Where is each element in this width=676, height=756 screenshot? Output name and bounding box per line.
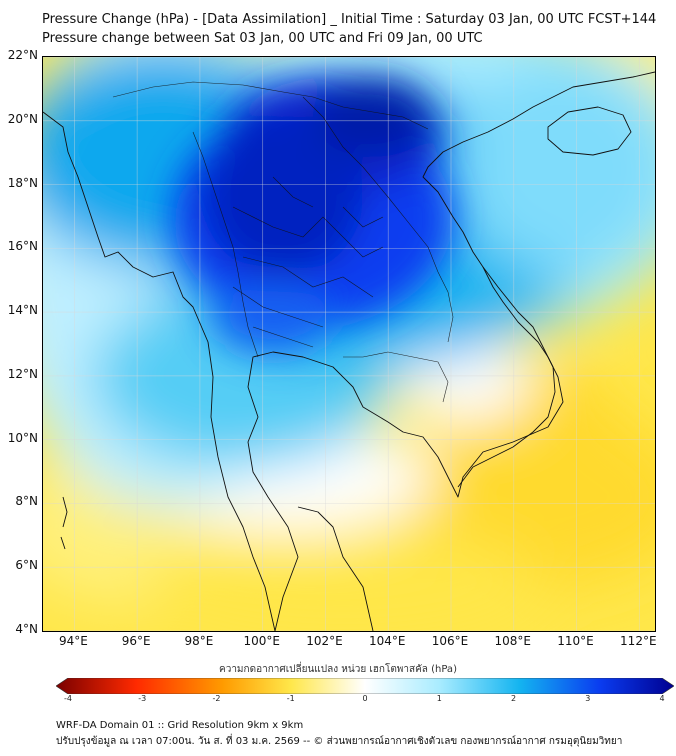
gulf-thailand-coast: [247, 71, 655, 631]
colorbar-tick-label: -2: [212, 694, 221, 703]
andaman-islands: [60, 496, 68, 550]
china-border: [112, 81, 429, 130]
hainan-island: [547, 106, 632, 156]
coastlines: [43, 71, 655, 631]
cambodia-border: [343, 351, 449, 403]
thai-myanmar-border: [192, 131, 259, 358]
myanmar-coast: [43, 111, 276, 631]
lon-label: 106°E: [431, 634, 469, 648]
colorbar-title: ความกดอากาศเปลี่ยนแปลง หน่วย เฮกโตพาสคัล…: [219, 664, 457, 675]
lat-label: 18°N: [7, 175, 38, 190]
colorbar: [56, 678, 674, 694]
lat-label: 20°N: [7, 111, 38, 126]
south-coast: [297, 506, 374, 631]
lat-label: 4°N: [15, 622, 38, 636]
update-credit: ปรับปรุงข้อมูล ณ เวลา 07:00น. วัน ส. ที่…: [56, 736, 623, 747]
lat-label: 8°N: [15, 494, 38, 509]
lon-label: 94°E: [58, 634, 88, 648]
colorbar-tick-label: 4: [659, 694, 665, 703]
lat-label: 14°N: [7, 303, 38, 318]
lon-label: 108°E: [494, 634, 532, 648]
chart-subtitle: Pressure change between Sat 03 Jan, 00 U…: [42, 31, 483, 46]
colorbar-tick-label: -4: [64, 694, 72, 703]
lat-label: 16°N: [7, 239, 38, 254]
colorbar-tick-label: 3: [585, 694, 591, 703]
laos-border: [302, 96, 454, 343]
lon-label: 112°E: [620, 634, 657, 648]
colorbar-tick-label: -1: [286, 694, 295, 703]
lon-label: 110°E: [557, 634, 594, 648]
vietnam-coast: [457, 266, 556, 488]
lon-label: 100°E: [243, 634, 280, 648]
colorbar-tick-label: -3: [138, 694, 147, 703]
lon-label: 102°E: [306, 634, 343, 648]
lat-label: 6°N: [15, 558, 38, 573]
colorbar-tick-label: 2: [510, 694, 517, 703]
model-info: WRF-DA Domain 01 :: Grid Resolution 9km …: [56, 720, 304, 731]
lat-label: 12°N: [7, 366, 38, 381]
colorbar-bar: [56, 678, 674, 694]
lon-label: 96°E: [121, 634, 151, 648]
graticule: [43, 57, 655, 631]
lat-label: 10°N: [7, 430, 38, 445]
lon-label: 98°E: [184, 634, 214, 648]
lat-label: 22°N: [7, 48, 38, 62]
chart-title: Pressure Change (hPa) - [Data Assimilati…: [42, 12, 657, 27]
colorbar-tick-label: 0: [362, 694, 368, 703]
pressure-field-core: [173, 77, 453, 352]
borders: [112, 81, 454, 403]
lon-label: 104°E: [368, 634, 406, 648]
map-canvas: [43, 57, 655, 631]
pressure-change-map: [42, 56, 656, 632]
colorbar-tick-label: 1: [436, 694, 442, 703]
province-lines: [232, 176, 384, 348]
